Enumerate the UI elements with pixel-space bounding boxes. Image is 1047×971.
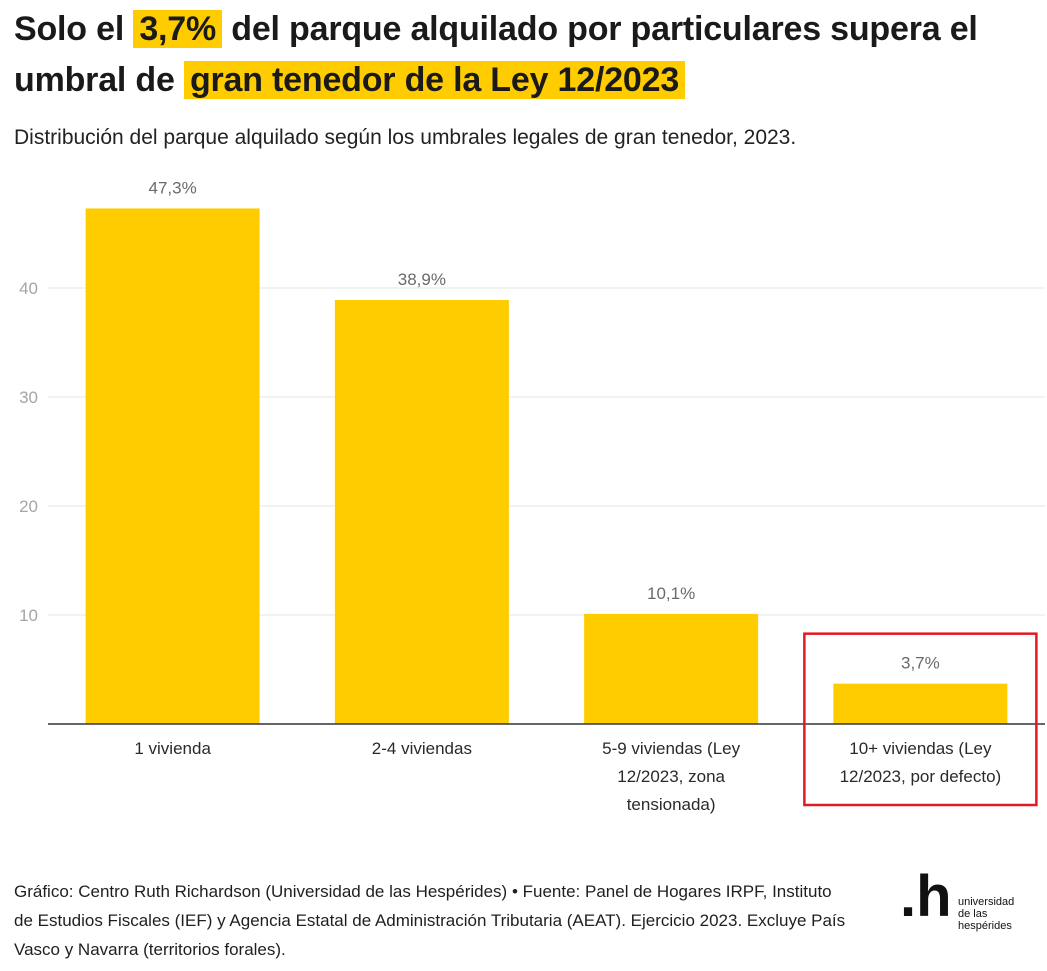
bar-1	[85, 208, 260, 724]
logo-line-1: universidad	[958, 896, 1015, 908]
logo-mark: .h	[900, 864, 952, 929]
category-label-3-line-2: 12/2023, zona	[617, 767, 725, 786]
category-label-2-line-1: 2-4 viviendas	[372, 739, 472, 758]
value-label-1: 47,3%	[149, 178, 197, 197]
logo-text: universidad de las hespérides	[958, 896, 1014, 932]
title-highlight-percentage: 3,7%	[133, 10, 223, 48]
logo-line-2: de las	[958, 908, 988, 920]
y-tick-label-10: 10	[19, 606, 38, 625]
y-tick-label-40: 40	[19, 279, 38, 298]
y-tick-label-30: 30	[19, 388, 38, 407]
bar-chart: 10 20 30 40 47,3% 1 vivienda 38,9% 2-4 vivienda…	[19, 178, 1045, 814]
category-label-1-line-1: 1 vivienda	[134, 739, 211, 758]
logo-line-3: hespérides	[958, 920, 1012, 932]
title-text-2: del parque alquilado por particulares su…	[14, 10, 978, 99]
y-tick-label-20: 20	[19, 497, 38, 516]
value-label-3: 10,1%	[647, 584, 695, 603]
bar-3	[584, 613, 759, 724]
value-label-2: 38,9%	[398, 270, 446, 289]
category-label-3-line-3: tensionada)	[627, 795, 716, 814]
bar-4	[833, 683, 1008, 724]
footer-source: Gráfico: Centro Ruth Richardson (Univers…	[14, 882, 846, 959]
category-label-4-line-1: 10+ viviendas (Ley	[849, 739, 992, 758]
highlight-box	[803, 632, 1038, 807]
chart-title: Solo el 3,7% del parque alquilado por pa…	[14, 4, 1034, 106]
title-highlight-law: gran tenedor de la Ley 12/2023	[183, 61, 686, 99]
chart-subtitle: Distribución del parque alquilado según …	[14, 126, 797, 149]
category-label-3-line-1: 5-9 viviendas (Ley	[602, 739, 740, 758]
category-label-4-line-2: 12/2023, por defecto)	[840, 767, 1002, 786]
value-label-4: 3,7%	[901, 654, 940, 673]
university-logo: .h universidad de las hespérides	[900, 864, 1040, 940]
bar-2	[334, 299, 509, 724]
title-text-1: Solo el	[14, 10, 125, 48]
